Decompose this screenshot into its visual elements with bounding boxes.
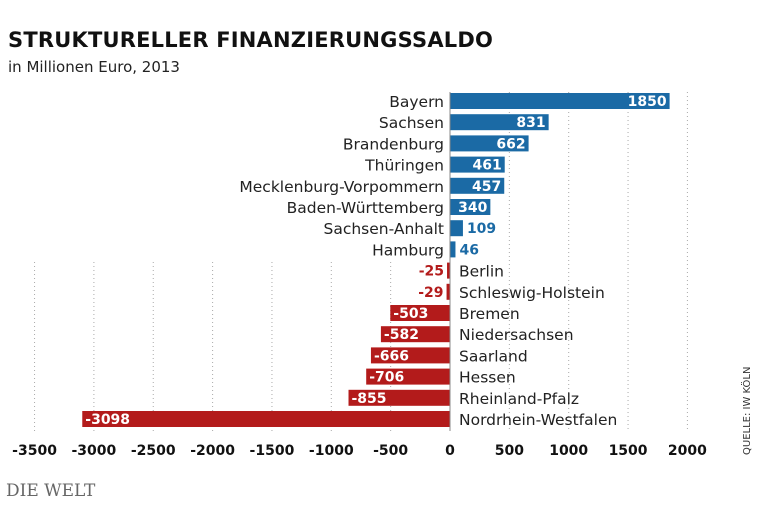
die-welt-logo: DIE WELT	[6, 481, 96, 501]
category-label: Berlin	[459, 263, 504, 281]
value-label: 457	[472, 179, 501, 195]
bar	[450, 114, 549, 131]
category-label: Sachsen-Anhalt	[323, 220, 444, 238]
value-label: -582	[384, 327, 419, 343]
category-label: Hessen	[459, 369, 516, 387]
bar	[446, 283, 450, 300]
category-label: Mecklenburg-Vorpommern	[239, 178, 444, 196]
x-tick-label: -500	[373, 443, 408, 459]
bar	[450, 135, 529, 152]
bar	[380, 326, 450, 343]
value-label: 46	[459, 242, 478, 258]
category-label: Hamburg	[372, 241, 444, 259]
value-label: 662	[496, 136, 525, 152]
x-tick-label: -3500	[12, 443, 57, 459]
bar	[450, 199, 491, 215]
x-tick-label: -2500	[131, 443, 176, 459]
value-label: 461	[472, 158, 501, 174]
bar	[390, 305, 450, 321]
value-label: 1850	[628, 94, 667, 110]
x-tick-label: -1500	[250, 443, 295, 459]
bar	[450, 156, 505, 173]
x-tick-label: 2000	[668, 443, 707, 459]
category-label: Nordrhein-Westfalen	[459, 411, 617, 429]
category-label: Thüringen	[364, 157, 444, 175]
x-tick-label: 500	[495, 443, 524, 459]
bar	[450, 177, 505, 194]
category-label: Niedersachsen	[459, 326, 574, 344]
value-label: -25	[419, 264, 444, 280]
x-tick-label: -2000	[190, 443, 235, 459]
bar	[447, 262, 450, 279]
bar	[450, 220, 463, 237]
bar	[450, 93, 670, 109]
category-label: Bremen	[459, 305, 520, 323]
x-tick-label: -1000	[309, 443, 354, 459]
x-tick-label: 0	[445, 443, 455, 459]
value-label: -855	[352, 391, 387, 407]
bar	[366, 368, 450, 385]
x-tick-label: 1500	[609, 443, 648, 459]
category-label: Sachsen	[379, 114, 444, 132]
x-tick-label: 1000	[549, 443, 588, 459]
source-note: QUELLE: IW KÖLN	[742, 366, 753, 455]
bar	[450, 241, 456, 258]
value-label: -666	[374, 348, 409, 364]
category-label: Bayern	[389, 93, 444, 111]
chart-subtitle: in Millionen Euro, 2013	[8, 58, 180, 76]
value-label: -29	[418, 285, 443, 301]
chart-title: STRUKTURELLER FINANZIERUNGSSALDO	[8, 28, 494, 52]
value-label: 109	[467, 221, 496, 237]
x-tick-label: -3000	[72, 443, 117, 459]
category-label: Schleswig-Holstein	[459, 284, 605, 302]
value-label: 340	[458, 200, 487, 216]
value-label: 831	[516, 115, 545, 131]
value-label: -503	[393, 306, 428, 322]
value-label: -3098	[85, 412, 130, 428]
category-label: Brandenburg	[343, 135, 444, 153]
category-label: Saarland	[459, 347, 528, 365]
bar	[348, 389, 450, 406]
bar	[370, 347, 450, 364]
bar	[82, 411, 451, 427]
category-label: Rheinland-Pfalz	[459, 390, 579, 408]
category-label: Baden-Württemberg	[287, 199, 444, 217]
value-label: -706	[369, 370, 404, 386]
